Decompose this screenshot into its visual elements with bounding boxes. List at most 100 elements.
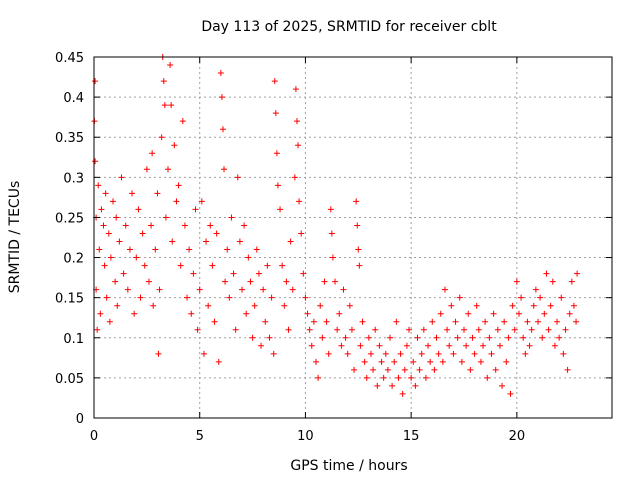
data-point xyxy=(439,358,446,365)
data-point xyxy=(277,206,284,213)
data-point xyxy=(161,102,168,109)
data-point xyxy=(291,174,298,181)
data-point xyxy=(273,150,280,157)
data-point xyxy=(283,278,290,285)
data-point xyxy=(367,350,374,357)
data-point xyxy=(541,310,548,317)
data-point xyxy=(573,318,580,325)
data-point xyxy=(168,102,175,109)
data-point xyxy=(340,286,347,293)
data-point xyxy=(467,366,474,373)
data-point xyxy=(217,70,224,77)
data-point xyxy=(329,254,336,261)
data-point xyxy=(513,278,520,285)
data-point xyxy=(145,278,152,285)
y-axis-title: SRMTID / TECUs xyxy=(7,181,23,294)
data-point xyxy=(222,278,229,285)
data-point xyxy=(306,326,313,333)
data-point xyxy=(106,318,113,325)
data-point xyxy=(226,294,233,301)
x-axis-title: GPS time / hours xyxy=(290,458,407,474)
data-point xyxy=(456,294,463,301)
data-point xyxy=(186,246,193,253)
data-point xyxy=(179,118,186,125)
data-point xyxy=(224,246,231,253)
data-point xyxy=(539,334,546,341)
data-point xyxy=(473,302,480,309)
data-point xyxy=(150,302,157,309)
data-point xyxy=(315,374,322,381)
data-point xyxy=(332,278,339,285)
data-point xyxy=(354,222,361,229)
data-point xyxy=(465,310,472,317)
data-point xyxy=(300,270,307,277)
data-point xyxy=(295,142,302,149)
y-tick-label: 0.35 xyxy=(55,131,84,146)
x-tick-label: 5 xyxy=(196,429,204,444)
data-point xyxy=(110,198,117,205)
y-tick-label: 0.45 xyxy=(55,51,84,66)
data-point xyxy=(279,262,286,269)
data-point xyxy=(328,230,335,237)
data-point xyxy=(551,342,558,349)
data-point xyxy=(274,182,281,189)
data-point xyxy=(461,326,467,333)
data-point xyxy=(374,382,381,389)
data-point xyxy=(207,222,214,229)
data-point xyxy=(190,270,197,277)
y-tick-label: 0.15 xyxy=(55,292,84,307)
data-point xyxy=(96,246,103,253)
x-tick-label: 10 xyxy=(297,429,314,444)
data-point xyxy=(169,238,176,245)
data-point xyxy=(251,302,258,309)
data-point xyxy=(175,182,182,189)
data-point xyxy=(260,286,267,293)
data-point xyxy=(213,230,220,237)
data-point xyxy=(188,310,195,317)
data-point xyxy=(253,246,260,253)
data-point xyxy=(494,326,501,333)
data-point xyxy=(94,326,101,333)
data-point xyxy=(103,294,110,301)
data-point xyxy=(129,190,136,197)
data-point xyxy=(490,310,497,317)
data-point xyxy=(370,366,377,373)
data-point xyxy=(475,326,482,333)
data-point xyxy=(376,342,383,349)
data-point xyxy=(321,278,328,285)
data-point xyxy=(271,78,278,85)
data-point xyxy=(469,334,476,341)
data-point xyxy=(372,326,379,333)
data-point xyxy=(192,206,199,213)
data-point xyxy=(503,358,510,365)
data-point xyxy=(264,262,271,269)
data-point xyxy=(558,294,565,301)
plot-frame xyxy=(93,56,613,419)
data-point xyxy=(334,326,341,333)
data-point xyxy=(148,222,155,229)
data-point xyxy=(101,262,108,269)
data-point xyxy=(131,310,138,317)
data-point xyxy=(391,358,398,365)
data-point xyxy=(356,262,363,269)
data-point xyxy=(304,310,311,317)
data-point xyxy=(564,366,571,373)
data-point xyxy=(200,350,207,357)
data-point xyxy=(205,302,212,309)
data-point xyxy=(171,142,178,149)
data-point xyxy=(437,310,444,317)
data-point xyxy=(325,350,332,357)
data-point xyxy=(482,318,489,325)
x-tick-label: 0 xyxy=(90,429,98,444)
data-point xyxy=(292,86,299,93)
data-point xyxy=(105,230,112,237)
data-point xyxy=(139,230,146,237)
data-point xyxy=(92,78,99,85)
data-point xyxy=(412,382,419,389)
data-point xyxy=(399,390,406,397)
data-point xyxy=(243,310,250,317)
data-point xyxy=(568,278,575,285)
data-point xyxy=(289,286,296,293)
data-point xyxy=(184,294,191,301)
data-point xyxy=(406,326,413,333)
